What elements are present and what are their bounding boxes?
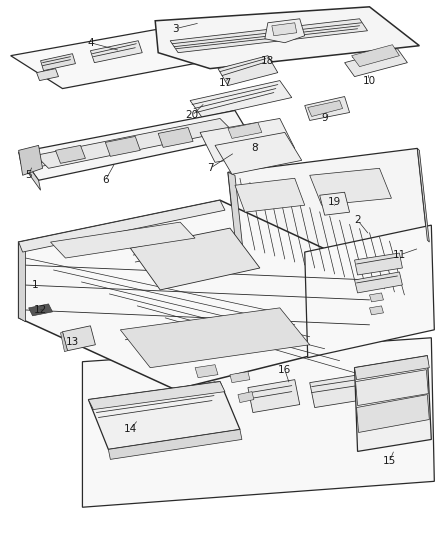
Polygon shape (265, 19, 305, 43)
Text: 4: 4 (87, 38, 94, 48)
Polygon shape (120, 308, 310, 368)
Polygon shape (345, 49, 407, 77)
Polygon shape (35, 118, 232, 168)
Polygon shape (19, 242, 25, 322)
Polygon shape (370, 306, 384, 315)
Text: 8: 8 (251, 143, 258, 154)
Polygon shape (355, 356, 431, 451)
Polygon shape (417, 148, 429, 242)
Polygon shape (272, 23, 297, 36)
Polygon shape (200, 118, 295, 163)
Polygon shape (357, 394, 429, 432)
Polygon shape (195, 365, 218, 378)
Polygon shape (158, 127, 193, 148)
Polygon shape (63, 326, 95, 351)
Text: 7: 7 (207, 163, 213, 173)
Text: 9: 9 (321, 114, 328, 124)
Text: 12: 12 (34, 305, 47, 315)
Polygon shape (218, 55, 278, 86)
Text: 15: 15 (383, 456, 396, 466)
Text: 16: 16 (278, 365, 291, 375)
Text: 6: 6 (102, 175, 109, 185)
Polygon shape (200, 382, 217, 393)
Polygon shape (215, 132, 302, 174)
Polygon shape (308, 101, 343, 117)
Polygon shape (37, 69, 59, 80)
Polygon shape (356, 370, 428, 406)
Polygon shape (248, 379, 300, 413)
Polygon shape (355, 356, 429, 379)
Text: 13: 13 (66, 337, 79, 347)
Polygon shape (56, 146, 85, 163)
Text: 3: 3 (172, 24, 178, 34)
Polygon shape (155, 7, 419, 69)
Polygon shape (88, 382, 240, 449)
Polygon shape (88, 382, 225, 409)
Text: 10: 10 (363, 76, 376, 86)
Text: 2: 2 (354, 215, 361, 225)
Polygon shape (19, 110, 250, 180)
Polygon shape (170, 19, 367, 53)
Polygon shape (90, 41, 142, 63)
Polygon shape (355, 272, 403, 293)
Polygon shape (235, 178, 305, 212)
Polygon shape (19, 200, 225, 252)
Polygon shape (82, 338, 434, 507)
Polygon shape (19, 146, 42, 175)
Polygon shape (305, 225, 434, 358)
Polygon shape (60, 332, 67, 352)
Text: 18: 18 (261, 55, 275, 66)
Polygon shape (352, 45, 399, 67)
Polygon shape (106, 136, 140, 156)
Text: 14: 14 (124, 424, 137, 434)
Text: 1: 1 (32, 280, 39, 290)
Polygon shape (228, 148, 427, 265)
Polygon shape (190, 80, 292, 117)
Polygon shape (19, 200, 374, 390)
Polygon shape (228, 123, 262, 139)
Text: 20: 20 (186, 110, 199, 120)
Polygon shape (19, 152, 41, 190)
Polygon shape (320, 192, 350, 215)
Text: 17: 17 (219, 78, 232, 87)
Polygon shape (11, 29, 210, 88)
Polygon shape (50, 222, 195, 258)
Polygon shape (310, 375, 364, 408)
Polygon shape (108, 430, 242, 459)
Polygon shape (355, 253, 403, 275)
Text: 5: 5 (25, 170, 32, 180)
Polygon shape (41, 54, 75, 71)
Text: 19: 19 (328, 197, 341, 207)
Polygon shape (130, 228, 260, 290)
Polygon shape (228, 172, 245, 268)
Polygon shape (238, 392, 254, 402)
Polygon shape (370, 293, 384, 302)
Polygon shape (230, 372, 250, 383)
Text: 11: 11 (393, 250, 406, 260)
Polygon shape (28, 304, 53, 316)
Polygon shape (310, 168, 392, 205)
Polygon shape (305, 96, 350, 120)
